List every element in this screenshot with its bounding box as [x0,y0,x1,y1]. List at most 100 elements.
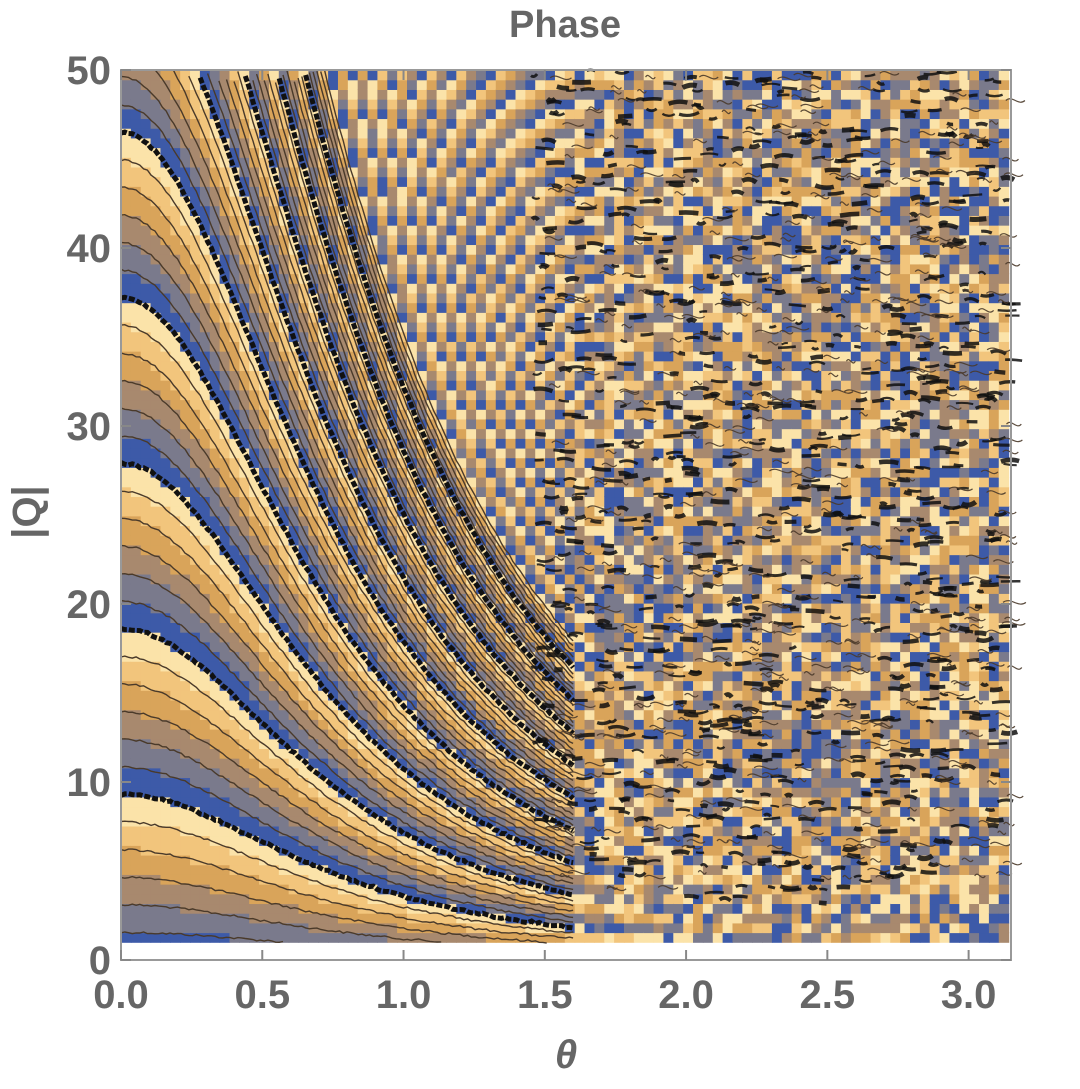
contour-cell [407,283,418,294]
contour-cell [584,884,595,895]
contour-cell [259,661,270,672]
contour-cell [259,428,270,439]
contour-cell [505,796,517,808]
contour-cell [239,884,250,895]
contour-cell [219,254,231,265]
contour-cell [505,699,517,711]
contour-cell [564,661,576,672]
contour-cell [337,854,349,866]
contour-cell [416,195,428,207]
contour-cell [347,118,359,129]
contour-cell [288,380,300,391]
contour-cell [387,806,398,817]
contour-cell [298,913,309,924]
contour-cell [337,583,349,594]
contour-cell [653,283,665,294]
contour-cell [643,709,655,720]
contour-cell [377,758,388,769]
contour-cell [535,186,546,197]
contour-cell [574,651,586,662]
contour-cell [121,854,132,866]
contour-cell [407,758,418,769]
contour-cell [170,738,181,749]
contour-cell [426,118,438,129]
contour-cell [614,835,625,846]
contour-cell [545,913,556,924]
contour-cell [614,157,625,168]
contour-cell [278,70,290,81]
contour-cell [594,922,605,934]
contour-cell [318,263,329,275]
contour-cell [387,680,398,691]
contour-cell [199,409,211,420]
contour-cell [308,787,319,798]
contour-cell [653,128,665,139]
contour-cell [219,622,231,633]
contour-cell [209,234,221,246]
contour-cell [407,79,418,90]
contour-cell [199,612,211,623]
contour-cell [121,205,132,216]
contour-cell [209,428,221,439]
contour-cell [357,622,369,633]
contour-cell [199,331,211,342]
contour-cell [545,467,556,478]
contour-cell [130,302,142,313]
contour-cell [288,612,300,623]
contour-cell [318,748,329,759]
contour-cell [347,719,359,730]
contour-cell [239,321,250,333]
contour-cell [387,283,398,294]
contour-cell [416,118,428,129]
contour-cell [288,874,300,885]
contour-cell [160,767,171,779]
contour-cell [515,893,526,905]
contour-cell [121,825,132,837]
contour-cell [643,467,655,478]
contour-cell [150,835,162,846]
contour-cell [466,593,477,604]
contour-cell [614,661,625,672]
contour-cell [614,612,625,623]
contour-cell [229,922,240,934]
contour-cell [190,816,201,827]
contour-cell [643,273,655,284]
contour-cell [407,370,418,381]
contour-cell [180,118,191,129]
contour-cell [180,835,191,846]
contour-cell [584,283,595,294]
contour-cell [436,554,448,565]
contour-cell [278,787,290,798]
contour-cell [239,399,250,410]
contour-cell [209,796,221,808]
contour-cell [318,874,329,885]
contour-cell [347,341,359,352]
contour-cell [199,835,211,846]
contour-cell [229,767,240,779]
contour-cell [308,583,319,594]
contour-cell [574,661,586,672]
contour-cell [653,806,665,817]
contour-cell [308,254,319,265]
contour-cell [623,89,635,100]
contour-cell [525,787,536,798]
contour-cell [259,690,270,701]
contour-cell [377,186,388,197]
contour-cell [545,118,556,129]
contour-cell [337,758,349,769]
contour-cell [564,331,576,342]
contour-cell [535,922,546,934]
contour-cell [623,583,635,594]
contour-cell [160,215,171,226]
contour-cell [476,225,487,236]
contour-cell [298,632,309,643]
contour-cell [337,903,349,914]
contour-cell [446,903,457,914]
contour-cell [190,477,201,488]
contour-cell [564,506,576,517]
contour-cell [446,321,457,333]
contour-cell [574,767,586,779]
contour-cell [495,603,507,614]
contour-cell [584,903,595,914]
contour-cell [209,360,221,372]
